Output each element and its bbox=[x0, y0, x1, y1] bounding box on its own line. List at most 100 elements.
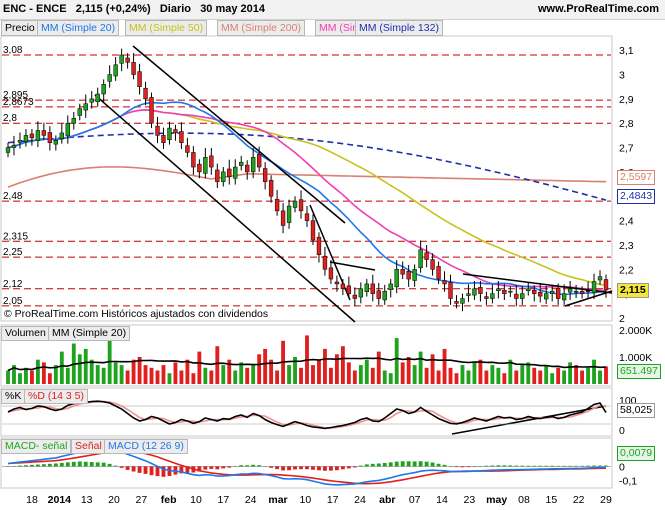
macd-hist-bar bbox=[101, 462, 106, 467]
price-tick-label: 2,7 bbox=[619, 143, 634, 155]
legend-ma132[interactable]: MM (Simple 132) bbox=[355, 20, 443, 36]
candle-body bbox=[579, 290, 585, 294]
stoch-d-label[interactable]: %D (14 3 5) bbox=[24, 389, 89, 404]
x-tick-label: 23 bbox=[463, 494, 475, 506]
candle-body bbox=[346, 285, 352, 294]
trendline-channel-lower bbox=[94, 94, 356, 323]
legend-precio[interactable]: Precio bbox=[1, 20, 39, 36]
macd-hist-bar bbox=[293, 466, 297, 470]
volume-title[interactable]: Volumen bbox=[1, 326, 50, 341]
volume-bar bbox=[550, 373, 555, 384]
candle-body bbox=[502, 289, 507, 294]
candle-body bbox=[466, 293, 471, 296]
macd-hist-label[interactable]: MACD- señal bbox=[1, 439, 72, 454]
macd-hist-bar bbox=[317, 466, 321, 471]
stoch-tick-label: 0 bbox=[619, 425, 625, 437]
legend-ma200[interactable]: MM (Simple 200) bbox=[217, 20, 305, 36]
trendline-flag bbox=[329, 261, 376, 271]
volume-bar bbox=[125, 370, 130, 384]
macd-hist-bar bbox=[328, 466, 333, 471]
volume-bar bbox=[538, 370, 543, 384]
volume-bar bbox=[179, 370, 184, 384]
ma200-value: 2,5597 bbox=[617, 170, 656, 185]
volume-bar bbox=[454, 373, 459, 384]
x-tick-label: feb bbox=[161, 494, 177, 506]
candle-body bbox=[35, 130, 41, 141]
candle-body bbox=[131, 62, 136, 75]
volume-bar bbox=[209, 370, 214, 384]
candle-body bbox=[227, 168, 232, 178]
candles bbox=[5, 48, 609, 312]
volume-bar bbox=[502, 373, 507, 384]
volume-bar bbox=[59, 351, 64, 384]
candle-body bbox=[400, 269, 405, 275]
volume-bar bbox=[586, 367, 590, 384]
candle-body bbox=[101, 84, 106, 95]
volume-bar bbox=[53, 365, 58, 384]
volume-bar bbox=[161, 365, 166, 384]
price-tick-label: 2,2 bbox=[619, 264, 634, 276]
volume-bar bbox=[394, 338, 399, 384]
volume-bar bbox=[370, 367, 375, 384]
y-axis: 3,132,92,82,72,62,52,42,32,22,122.000K1.… bbox=[619, 45, 652, 487]
volume-bar bbox=[239, 362, 244, 384]
volume-bar bbox=[251, 365, 256, 384]
x-tick-label: 14 bbox=[436, 494, 448, 506]
chart-header: ENC - ENCE 2,115 (+0,24%) Diario 30 may … bbox=[3, 3, 265, 15]
candle-body bbox=[11, 144, 17, 148]
volume-bar bbox=[532, 367, 537, 384]
x-tick-label: 18 bbox=[26, 494, 38, 506]
volume-bar bbox=[478, 359, 483, 384]
macd-line-label[interactable]: MACD (12 26 9) bbox=[104, 439, 188, 454]
macd-hist-bar bbox=[364, 464, 369, 467]
candle-body bbox=[316, 236, 322, 255]
candle-body bbox=[77, 108, 82, 116]
top-bar: ENC - ENCE 2,115 (+0,24%) Diario 30 may … bbox=[0, 0, 665, 20]
macd-signal-label[interactable]: Señal bbox=[71, 439, 106, 454]
x-tick-label: abr bbox=[379, 494, 395, 506]
volume-bar bbox=[382, 370, 387, 384]
x-tick-label: 17 bbox=[327, 494, 339, 506]
macd-hist-bar bbox=[370, 463, 375, 467]
macd-hist-bar bbox=[406, 461, 411, 467]
volume-bar bbox=[317, 359, 321, 384]
volume-bar bbox=[167, 373, 172, 384]
volume-bar bbox=[263, 348, 268, 384]
x-tick-label: may bbox=[486, 494, 507, 506]
x-tick-label: 24 bbox=[245, 494, 257, 506]
candle-body bbox=[508, 290, 513, 293]
macd-tick-label: -0,1 bbox=[619, 475, 637, 487]
macd-hist-bar bbox=[71, 461, 76, 467]
macd-panel-frame bbox=[0, 437, 613, 489]
ticker-label: ENC - ENCE bbox=[3, 3, 67, 15]
volume-ma-line bbox=[7, 357, 607, 372]
volume-bar bbox=[406, 357, 411, 384]
candle-body bbox=[322, 255, 328, 270]
candle-body bbox=[137, 71, 142, 87]
volume-bar bbox=[400, 362, 405, 384]
legend-ma20[interactable]: MM (Simple 20) bbox=[37, 20, 120, 36]
level-label: 2,8 bbox=[3, 113, 17, 124]
x-tick-label: 20 bbox=[108, 494, 120, 506]
candle-body bbox=[490, 293, 495, 299]
candle-body bbox=[328, 267, 334, 280]
macd-hist-bar bbox=[287, 466, 291, 471]
volume-bar bbox=[83, 348, 88, 384]
candle-body bbox=[179, 131, 184, 143]
candle-body bbox=[286, 205, 292, 223]
volume-bar bbox=[89, 359, 94, 384]
stoch-k-label[interactable]: %K bbox=[1, 389, 26, 404]
volume-bar bbox=[544, 365, 549, 384]
candle-body bbox=[251, 157, 256, 173]
macd-hist-bar bbox=[149, 466, 154, 476]
site-url[interactable]: www.ProRealTime.com bbox=[537, 3, 659, 15]
candle-body bbox=[185, 145, 190, 153]
volume-ma-label[interactable]: MM (Simple 20) bbox=[48, 326, 131, 341]
volume-bar bbox=[496, 367, 501, 384]
candle-body bbox=[550, 290, 555, 294]
legend-ma50[interactable]: MM (Simple 50) bbox=[125, 20, 208, 36]
volume-bar bbox=[418, 351, 423, 384]
macd-hist-bar bbox=[119, 466, 124, 468]
candle-body bbox=[603, 279, 609, 291]
macd-hist-bar bbox=[346, 466, 351, 469]
